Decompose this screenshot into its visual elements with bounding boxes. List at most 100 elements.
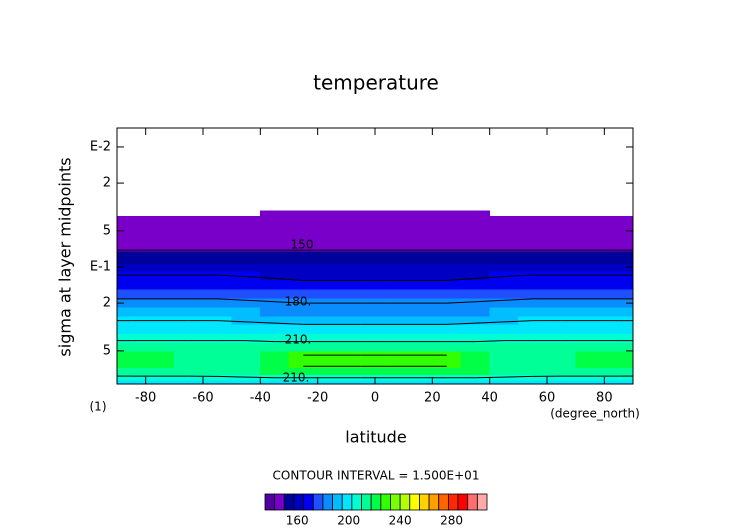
contour-cell [317,235,347,245]
contour-cell [145,280,175,290]
contour-cell [202,367,232,376]
contour-cell [288,324,318,335]
contour-cell [346,307,376,317]
contour-cell [317,367,347,376]
contour-cell [374,307,404,317]
contour-cell [432,280,462,290]
contour-cell [460,343,490,353]
contour-cell [145,333,175,344]
contour-cell [374,380,404,384]
contour-cell [489,298,519,309]
contour-cell [403,224,433,236]
contour-cell [575,244,605,253]
contour-cell [489,316,519,326]
x-tick-label: -20 [307,391,328,406]
contour-cell [317,380,347,384]
contour-cell [489,280,519,290]
contour-cell [403,289,433,300]
contour-cell [317,333,347,344]
chart-title: temperature [313,71,439,95]
contour-cell [575,367,605,376]
contour-cell [202,258,232,265]
contour-cell [202,374,232,382]
contour-line [274,277,304,282]
contour-cell [231,289,261,300]
contour-cell [174,271,204,281]
contour-cell [403,359,433,369]
contour-cell [546,367,576,376]
contour-cell [489,307,519,317]
contour-line [245,321,275,324]
contour-cell [546,307,576,317]
colorbar-box [293,493,305,511]
colorbar-box [476,493,488,511]
contour-cell [403,324,433,335]
contour-cell [174,289,204,300]
contour-line [446,277,476,282]
contour-cell [231,324,261,335]
contour-cell [117,307,146,317]
contour-cell [317,216,347,226]
contour-cell [604,307,633,317]
contour-cell [489,216,519,226]
contour-cell [145,263,175,273]
contour-line [475,340,505,343]
contour-cell [145,235,175,245]
y-tick-label: 5 [103,343,111,358]
contour-cell [403,216,433,226]
contour-cell [117,343,146,353]
contour-line [446,301,476,304]
contour-cell [374,271,404,281]
contour-cell [288,333,318,344]
contour-cell [202,351,232,361]
contour-cell [346,235,376,245]
contour-cell [260,251,290,259]
contour-cell [546,244,576,253]
contour-cell [546,343,576,353]
contour-cell [374,316,404,326]
contour-cell [288,216,318,226]
colorbar-box [332,493,343,511]
contour-cell [174,380,204,384]
contour-cell [489,367,519,376]
contour-cell [460,244,490,253]
contour-cell [460,324,490,335]
contour-line [217,274,247,277]
contour-cell [317,324,347,335]
contour-cell [231,316,261,326]
contour-cell [231,367,261,376]
contour-cell [145,298,175,309]
contour-cell [403,333,433,344]
contour-cell [575,263,605,273]
contour-cell [604,289,633,300]
contour-cell [460,380,490,384]
contour-cell [174,343,204,353]
contour-cell [460,316,490,326]
contour-line [217,298,247,301]
contour-cell [231,258,261,265]
contour-cell [145,289,175,300]
contour-cell [317,251,347,259]
contour-cell [432,343,462,353]
contour-cell [145,244,175,253]
contour-cell [604,216,633,226]
contour-cell [374,235,404,245]
contour-cell [575,307,605,317]
contour-cell [432,367,462,376]
contour-cell [317,280,347,290]
contour-cell [231,374,261,382]
contour-cell [174,251,204,259]
contour-cell [174,324,204,335]
contour-cell [403,343,433,353]
contour-cell [604,333,633,344]
contour-cell [518,258,548,265]
contour-cell [460,210,490,217]
contour-cell [288,343,318,353]
contour-cell [518,216,548,226]
contour-cell [604,258,633,265]
x-tick-label: -40 [250,391,271,406]
contour-cell [231,307,261,317]
contour-cell [403,235,433,245]
contour-line [217,375,247,378]
colorbar-box [370,493,382,511]
